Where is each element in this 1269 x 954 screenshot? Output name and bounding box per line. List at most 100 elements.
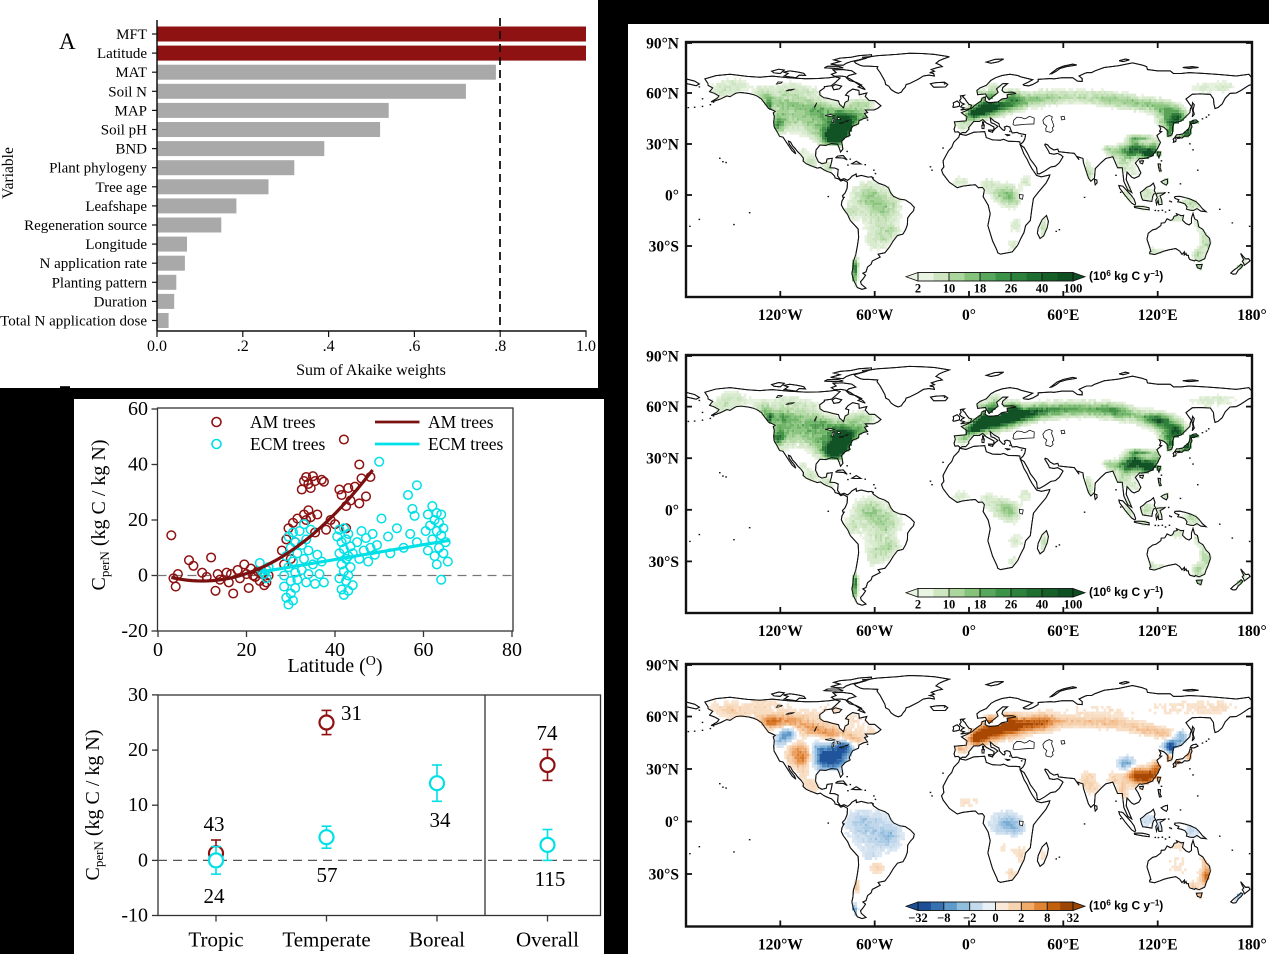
svg-text:0°: 0°	[665, 502, 679, 519]
svg-text:60°W: 60°W	[856, 307, 894, 324]
svg-text:.8: .8	[494, 338, 506, 355]
svg-text:Temperate: Temperate	[282, 928, 370, 952]
svg-text:100: 100	[1064, 598, 1083, 612]
svg-text:120°W: 120°W	[758, 623, 803, 640]
svg-text:Soil pH: Soil pH	[101, 123, 147, 139]
svg-text:MAP: MAP	[114, 103, 147, 119]
svg-text:32: 32	[1067, 911, 1080, 925]
svg-text:30°N: 30°N	[646, 137, 679, 154]
svg-text:A: A	[59, 29, 76, 54]
svg-text:Sum of Akaike weights: Sum of Akaike weights	[296, 362, 446, 379]
svg-text:90°N: 90°N	[646, 658, 679, 675]
svg-text:60°E: 60°E	[1047, 307, 1079, 324]
svg-text:−8: −8	[937, 911, 950, 925]
svg-text:Duration: Duration	[94, 294, 148, 310]
svg-text:Planting pattern: Planting pattern	[52, 275, 148, 291]
svg-text:34: 34	[430, 808, 452, 832]
svg-text:(106 kg C y−1): (106 kg C y−1)	[1089, 269, 1163, 284]
svg-text:0°: 0°	[962, 937, 976, 954]
svg-text:120°E: 120°E	[1138, 623, 1178, 640]
svg-text:57: 57	[317, 863, 338, 887]
svg-text:CperN (kg C / kg N): CperN (kg C / kg N)	[88, 439, 112, 590]
svg-text:60°W: 60°W	[856, 623, 894, 640]
svg-text:8: 8	[1044, 911, 1050, 925]
svg-text:−32: −32	[908, 911, 928, 925]
svg-text:Tropic: Tropic	[188, 928, 243, 952]
svg-text:0: 0	[153, 639, 163, 661]
svg-text:(106 kg C y−1): (106 kg C y−1)	[1089, 898, 1163, 913]
svg-text:Boreal: Boreal	[409, 928, 465, 952]
svg-text:ECM trees: ECM trees	[428, 434, 504, 454]
svg-text:.6: .6	[408, 338, 420, 355]
svg-text:40: 40	[325, 639, 345, 661]
svg-text:90°N: 90°N	[646, 36, 679, 53]
svg-text:30°N: 30°N	[646, 451, 679, 468]
svg-text:74: 74	[537, 721, 559, 745]
svg-text:Total N application dose: Total N application dose	[0, 314, 147, 330]
svg-text:20: 20	[128, 739, 148, 761]
svg-text:120°E: 120°E	[1138, 937, 1178, 954]
svg-text:18: 18	[974, 598, 987, 612]
svg-text:1.0: 1.0	[576, 338, 596, 355]
svg-text:18: 18	[974, 282, 987, 296]
svg-text:0: 0	[138, 849, 148, 871]
svg-text:-10: -10	[121, 905, 148, 927]
svg-text:60°E: 60°E	[1047, 937, 1079, 954]
svg-text:60°E: 60°E	[1047, 623, 1079, 640]
svg-text:120°E: 120°E	[1138, 307, 1178, 324]
svg-text:BND: BND	[115, 142, 147, 158]
svg-text:180°: 180°	[1237, 307, 1266, 324]
svg-text:43: 43	[204, 812, 225, 836]
svg-text:115: 115	[535, 867, 566, 891]
svg-text:24: 24	[204, 884, 226, 908]
svg-text:AM trees: AM trees	[428, 412, 494, 432]
svg-text:60: 60	[128, 398, 148, 420]
svg-text:60°N: 60°N	[646, 399, 679, 416]
svg-text:MFT: MFT	[116, 27, 147, 43]
svg-text:26: 26	[1005, 282, 1018, 296]
svg-text:Regeneration source: Regeneration source	[24, 218, 147, 234]
svg-text:Latitude: Latitude	[97, 46, 147, 62]
svg-text:Latitude (O): Latitude (O)	[287, 654, 382, 678]
svg-text:10: 10	[128, 794, 148, 816]
svg-text:Longitude: Longitude	[85, 237, 147, 253]
svg-text:26: 26	[1005, 598, 1018, 612]
svg-text:90°N: 90°N	[646, 349, 679, 366]
svg-text:Tree age: Tree age	[95, 180, 147, 196]
svg-text:180°: 180°	[1237, 623, 1266, 640]
svg-text:80: 80	[502, 639, 522, 661]
svg-text:2: 2	[915, 598, 921, 612]
svg-text:0°: 0°	[962, 623, 976, 640]
svg-text:20: 20	[237, 639, 257, 661]
svg-text:40: 40	[1036, 598, 1049, 612]
svg-text:.2: .2	[237, 338, 249, 355]
svg-text:0°: 0°	[962, 307, 976, 324]
svg-text:180°: 180°	[1237, 937, 1266, 954]
svg-text:0°: 0°	[665, 188, 679, 205]
svg-text:Variable: Variable	[0, 147, 17, 199]
svg-text:40: 40	[1036, 282, 1049, 296]
svg-text:Plant phylogeny: Plant phylogeny	[49, 161, 147, 177]
svg-text:ECM trees: ECM trees	[250, 434, 326, 454]
svg-text:30: 30	[128, 684, 148, 706]
svg-text:−2: −2	[963, 911, 976, 925]
svg-text:0.0: 0.0	[147, 338, 167, 355]
svg-text:30°S: 30°S	[649, 554, 679, 571]
svg-text:60°N: 60°N	[646, 709, 679, 726]
svg-text:CperN (kg C / kg N): CperN (kg C / kg N)	[82, 729, 106, 880]
svg-text:40: 40	[128, 454, 148, 476]
svg-text:60°W: 60°W	[856, 937, 894, 954]
svg-text:10: 10	[943, 282, 956, 296]
svg-text:30°N: 30°N	[646, 762, 679, 779]
svg-text:.4: .4	[323, 338, 335, 355]
svg-text:30°S: 30°S	[649, 239, 679, 256]
svg-text:Leafshape: Leafshape	[85, 199, 147, 215]
svg-text:Overall: Overall	[516, 928, 579, 952]
svg-text:2: 2	[915, 282, 921, 296]
svg-text:-20: -20	[121, 620, 148, 642]
svg-text:2: 2	[1018, 911, 1024, 925]
svg-text:0°: 0°	[665, 814, 679, 831]
svg-text:120°W: 120°W	[758, 937, 803, 954]
svg-text:(106 kg C y−1): (106 kg C y−1)	[1089, 585, 1163, 600]
svg-text:60°N: 60°N	[646, 86, 679, 103]
